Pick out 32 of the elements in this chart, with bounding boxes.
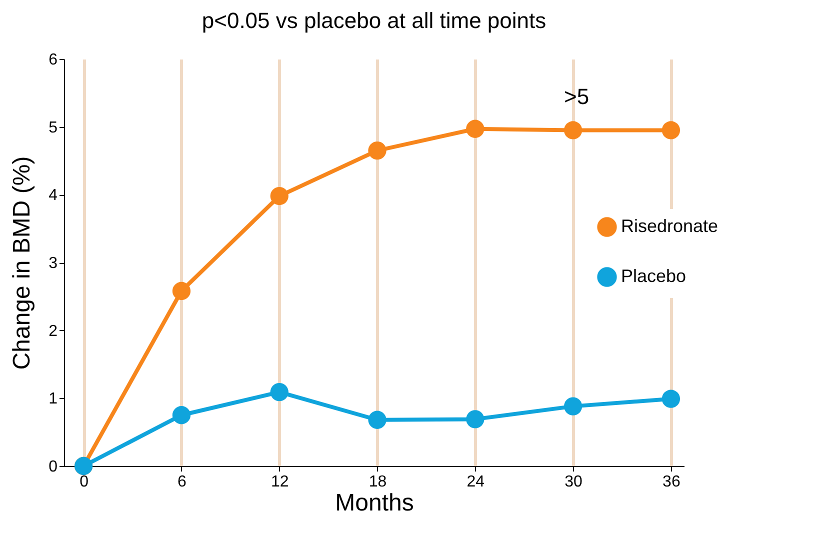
x-tick-label: 30 [564,474,583,490]
x-tick-label: 0 [80,474,89,490]
y-tick-label: 3 [48,255,58,272]
y-tick-label: 5 [48,119,58,136]
y-tick-label: 6 [48,52,58,68]
point [172,406,191,424]
chart-title: p<0.05 vs placebo at all time points [202,8,546,33]
point [564,121,582,140]
point [466,410,484,428]
x-axis-title: Months [335,490,414,516]
legend-label: Risedronate [621,216,718,236]
point [270,382,288,402]
legend-label: Placebo [621,266,686,286]
point [662,121,680,140]
y-tick-label: 4 [48,187,58,204]
x-tick-label: 24 [466,474,485,490]
point [368,410,386,429]
y-tick-label: 2 [48,322,58,340]
point [368,142,386,160]
x-tick-label: 36 [662,474,680,490]
y-axis-title: Change in BMD (%) [8,156,36,370]
y-tick-label: 1 [48,390,58,408]
point [564,397,582,416]
point [466,120,484,138]
x-tick-label: 18 [368,474,387,490]
annotation: >5 [564,84,590,109]
x-tick-label: 6 [178,474,187,490]
point [270,186,288,206]
x-tick-label: 12 [270,474,289,490]
y-tick-label: 0 [48,458,58,476]
point [662,390,680,408]
point [172,282,191,300]
